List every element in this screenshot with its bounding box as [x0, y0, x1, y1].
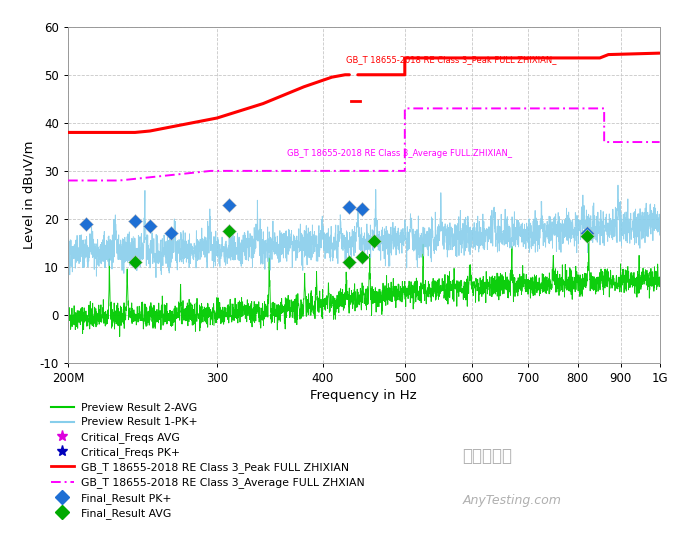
Text: GB_T 18655-2018 RE Class 3_Average FULL.ZHIXIAN_: GB_T 18655-2018 RE Class 3_Average FULL.…: [287, 150, 512, 159]
Text: 嘉峓检测网: 嘉峓检测网: [462, 446, 513, 465]
Text: GB_T 18655-2018 RE Class 3_Peak FULL ZHIXIAN_: GB_T 18655-2018 RE Class 3_Peak FULL ZHI…: [346, 56, 556, 64]
Text: AnyTesting.com: AnyTesting.com: [462, 494, 561, 507]
Y-axis label: Level in dBuV/m: Level in dBuV/m: [22, 140, 35, 249]
Legend: Preview Result 2-AVG, Preview Result 1-PK+, Critical_Freqs AVG, Critical_Freqs P: Preview Result 2-AVG, Preview Result 1-P…: [46, 399, 369, 523]
X-axis label: Frequency in Hz: Frequency in Hz: [311, 389, 417, 402]
